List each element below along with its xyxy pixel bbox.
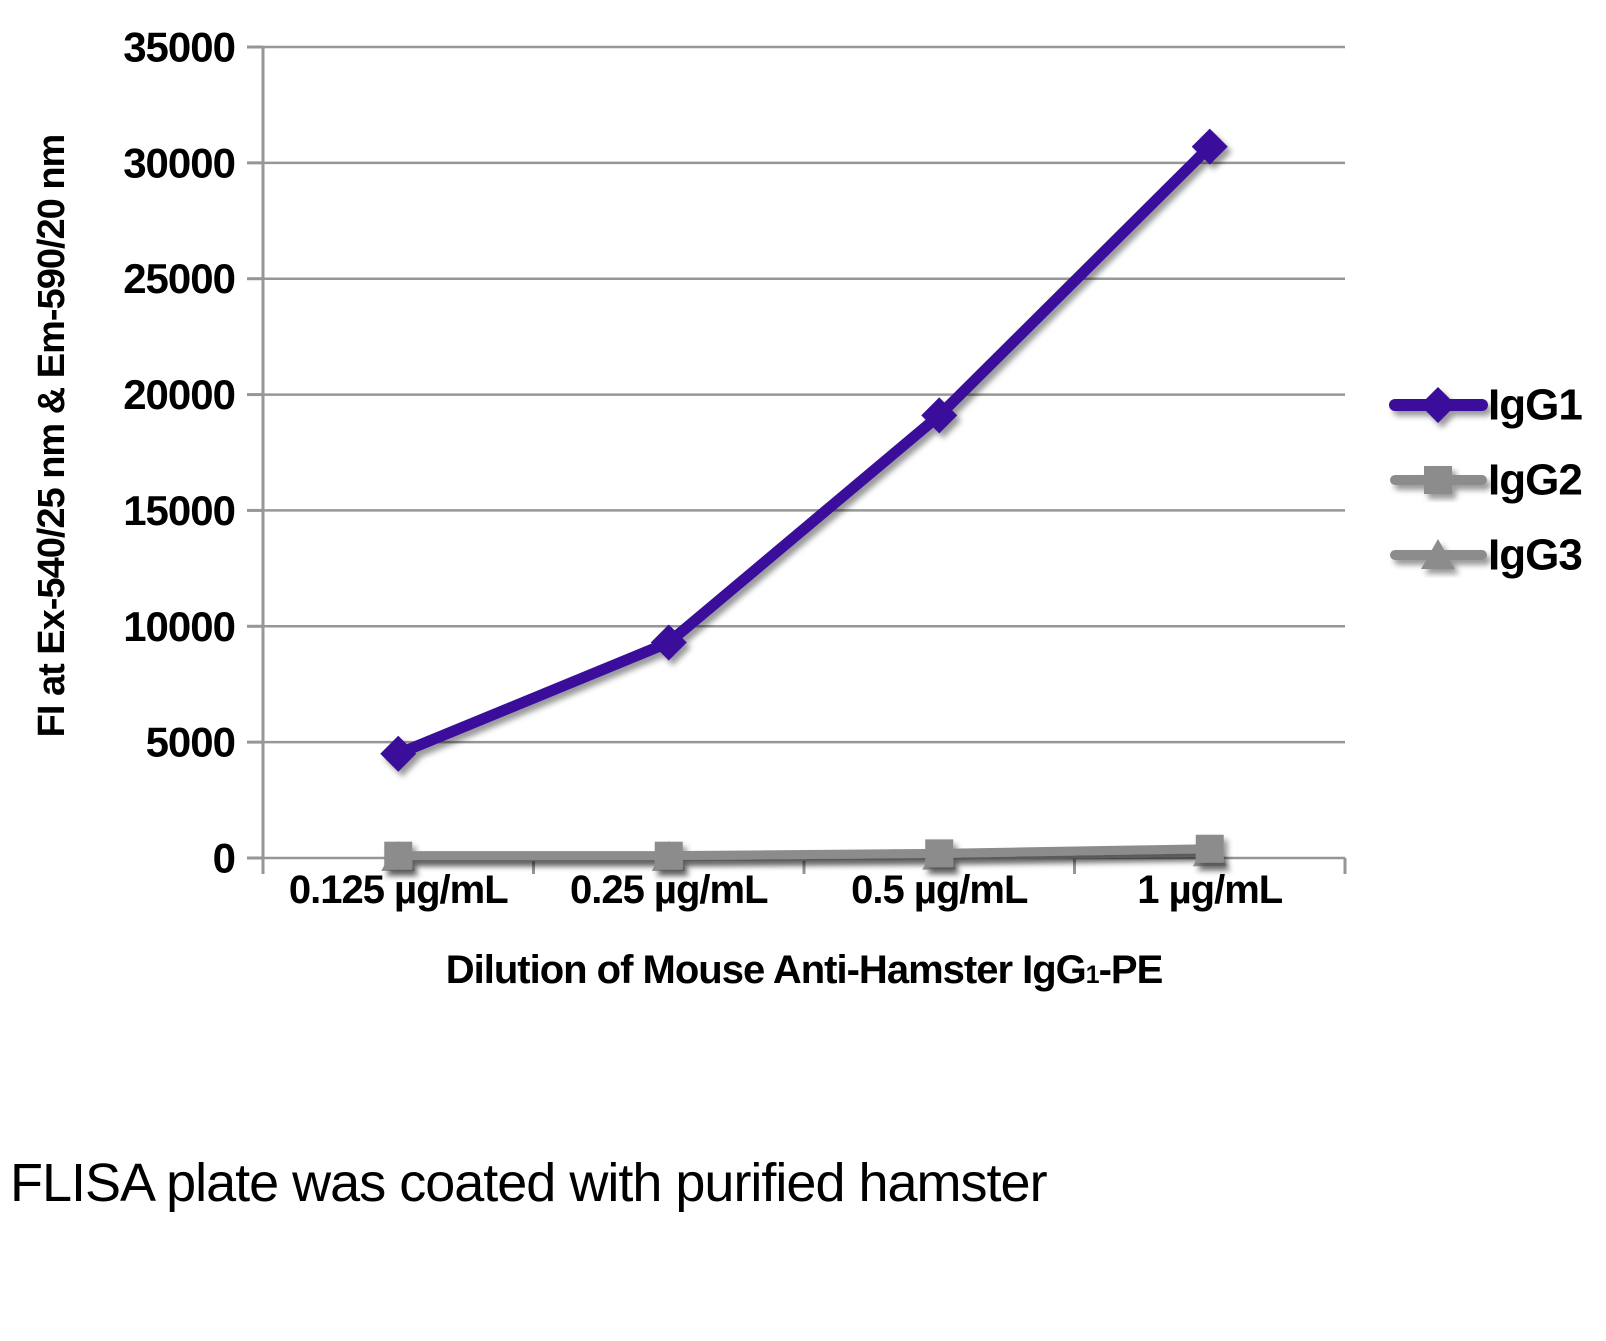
x-axis-title: Dilution of Mouse Anti-Hamster IgG1-PE xyxy=(263,948,1345,993)
x-axis-title-subscript: 1 xyxy=(1085,962,1100,989)
y-tick-label-35000: 35000 xyxy=(123,24,235,71)
x-axis-title-suffix: -PE xyxy=(1098,948,1164,992)
legend-label-IgG1: IgG1 xyxy=(1488,381,1582,430)
x-category-label-2: 0.5 µg/mL xyxy=(851,868,1028,912)
caption-line: FLISA plate was coated with purified ham… xyxy=(10,1153,1048,1213)
y-axis-label: FI at Ex-540/25 nm & Em-590/20 nm xyxy=(31,134,73,738)
legend-label-IgG2: IgG2 xyxy=(1488,456,1582,505)
y-tick-label-30000: 30000 xyxy=(123,139,235,186)
legend: IgG1 IgG2 IgG3 xyxy=(1389,381,1583,580)
IgG2-point-3-marker-icon xyxy=(1195,834,1224,863)
IgG2-point-2-marker-icon xyxy=(925,839,954,868)
IgG2-point-0-marker-icon xyxy=(384,841,413,870)
legend-key-IgG3 xyxy=(1390,539,1487,569)
legend-IgG1-marker-icon xyxy=(1420,387,1456,423)
x-category-label-3: 1 µg/mL xyxy=(1137,868,1283,912)
legend-key-IgG1 xyxy=(1389,387,1488,423)
series-line-IgG1 xyxy=(392,141,1216,760)
series-layer xyxy=(380,128,1228,871)
series-line-IgG2 xyxy=(393,844,1215,861)
grid-layer: 0 5000 10000 15000 20000 25000 30000 35000 xyxy=(123,24,1347,882)
IgG1-point-3-marker-icon xyxy=(1191,128,1228,165)
y-tick-label-20000: 20000 xyxy=(123,371,235,418)
series-IgG2 xyxy=(384,834,1224,870)
IgG1-point-0-marker-icon xyxy=(380,735,417,772)
y-tick-label-5000: 5000 xyxy=(146,719,235,766)
IgG1-point-1-marker-icon xyxy=(650,624,687,661)
series-IgG1 xyxy=(380,128,1228,772)
x-category-label-0: 0.125 µg/mL xyxy=(289,868,508,912)
x-category-label-1: 0.25 µg/mL xyxy=(570,868,768,912)
legend-key-IgG2 xyxy=(1390,466,1487,494)
y-tick-label-0: 0 xyxy=(213,835,235,882)
legend-IgG3-marker-icon xyxy=(1421,539,1455,569)
figure-caption: FLISA plate was coated with purified ham… xyxy=(10,1026,1600,1341)
y-tick-label-25000: 25000 xyxy=(123,255,235,302)
y-tick-label-15000: 15000 xyxy=(123,487,235,534)
x-axis-title-text: Dilution of Mouse Anti-Hamster IgG xyxy=(445,948,1087,992)
legend-IgG2-marker-icon xyxy=(1424,466,1452,494)
IgG1-point-2-marker-icon xyxy=(921,397,958,434)
line-chart: 0 5000 10000 15000 20000 25000 30000 35000 0.12… xyxy=(123,24,1583,913)
legend-label-IgG3: IgG3 xyxy=(1488,531,1582,580)
x-category-labels: 0.125 µg/mL 0.25 µg/mL 0.5 µg/mL 1 µg/mL xyxy=(289,868,1284,912)
IgG2-point-1-marker-icon xyxy=(654,841,683,870)
y-tick-label-10000: 10000 xyxy=(123,603,235,650)
